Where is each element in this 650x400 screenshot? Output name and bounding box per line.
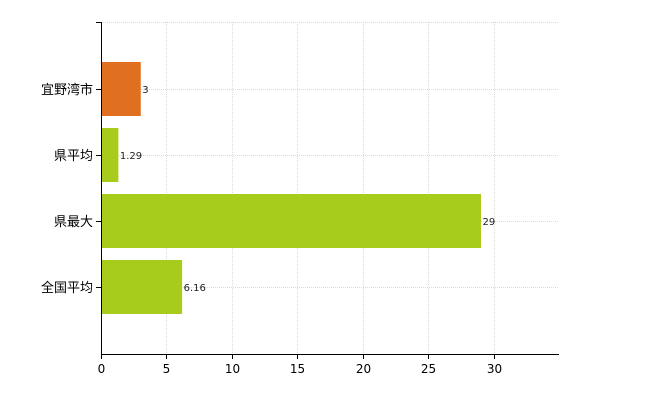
data-label-3: 29 xyxy=(482,217,495,228)
x-tick-label: 25 xyxy=(421,362,436,376)
x-tick-label: 20 xyxy=(356,362,371,376)
x-tick-label: 0 xyxy=(98,362,106,376)
x-tick-label: 10 xyxy=(225,362,240,376)
data-label-1: 3 xyxy=(142,85,148,96)
category-label-3: 県最大 xyxy=(54,215,93,230)
bar-1 xyxy=(101,62,141,116)
x-tick-label: 5 xyxy=(163,362,171,376)
bar-2 xyxy=(101,128,119,182)
bar-layer xyxy=(101,62,481,314)
data-label-4: 6.16 xyxy=(184,283,206,294)
category-label-2: 県平均 xyxy=(54,149,93,164)
bar-3 xyxy=(101,194,481,248)
x-tick-label: 30 xyxy=(487,362,502,376)
axis-layer xyxy=(96,22,559,359)
bar-4 xyxy=(101,260,183,314)
label-layer: 3 宜野湾市 1.29 県平均 29 県最大 6.16 全国平均 0 5 10 15 20 25 30 xyxy=(41,82,502,376)
data-label-2: 1.29 xyxy=(120,151,142,162)
category-label-1: 宜野湾市 xyxy=(41,82,93,98)
x-tick-label: 15 xyxy=(290,362,305,376)
category-label-4: 全国平均 xyxy=(41,280,93,296)
